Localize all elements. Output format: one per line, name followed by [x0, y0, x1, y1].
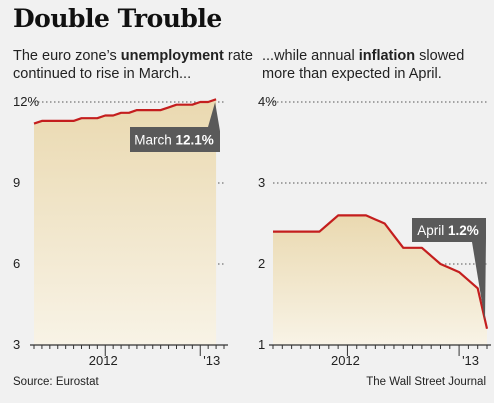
- series-line: [273, 214, 489, 330]
- y-tick-label: 3: [13, 337, 20, 352]
- y-tick-label: 1: [258, 337, 265, 352]
- area-fill: [273, 215, 487, 345]
- subtitle-right-pre: ...while annual: [262, 48, 359, 64]
- chart-panel-1: 12% 9 6 3 2012 '13 March 12.1%: [13, 94, 228, 368]
- y-tick-label: 12%: [13, 94, 39, 109]
- source-note: Source: Eurostat: [13, 376, 99, 388]
- y-tick-label: 3: [258, 175, 265, 190]
- callout-box: [412, 218, 486, 321]
- x-tick-label: 2012: [331, 353, 360, 368]
- y-tick-label: 4%: [258, 94, 277, 109]
- subtitle-left: The euro zone’s unemployment rate contin…: [13, 47, 258, 83]
- subtitle-right-post: slowed more than expected in April.: [262, 48, 465, 82]
- y-tick-label: 6: [13, 256, 20, 271]
- x-tick-label: 2012: [89, 353, 118, 368]
- subtitle-left-post: rate continued to rise in March...: [13, 48, 253, 82]
- subtitle-left-pre: The euro zone’s: [13, 48, 121, 64]
- x-tick-label: '13: [462, 353, 479, 368]
- y-tick-label: 9: [13, 175, 20, 190]
- publisher-credit: The Wall Street Journal: [366, 376, 486, 388]
- y-tick-label: 2: [258, 256, 265, 271]
- x-tick-label: '13: [203, 353, 220, 368]
- series-line: [33, 98, 217, 125]
- callout-label: March 12.1%: [134, 133, 214, 148]
- chart-title: Double Trouble: [13, 4, 222, 33]
- subtitle-right: ...while annual inflation slowed more th…: [262, 47, 487, 83]
- subtitle-right-bold: inflation: [358, 48, 416, 64]
- callout-label: April 1.2%: [417, 223, 479, 238]
- area-fill: [34, 99, 217, 345]
- subtitle-left-bold: unemployment: [120, 48, 224, 64]
- callout-box: [130, 102, 220, 152]
- chart-panel-2: 4% 3 2 1 2012 '13 April 1.2%: [258, 94, 491, 368]
